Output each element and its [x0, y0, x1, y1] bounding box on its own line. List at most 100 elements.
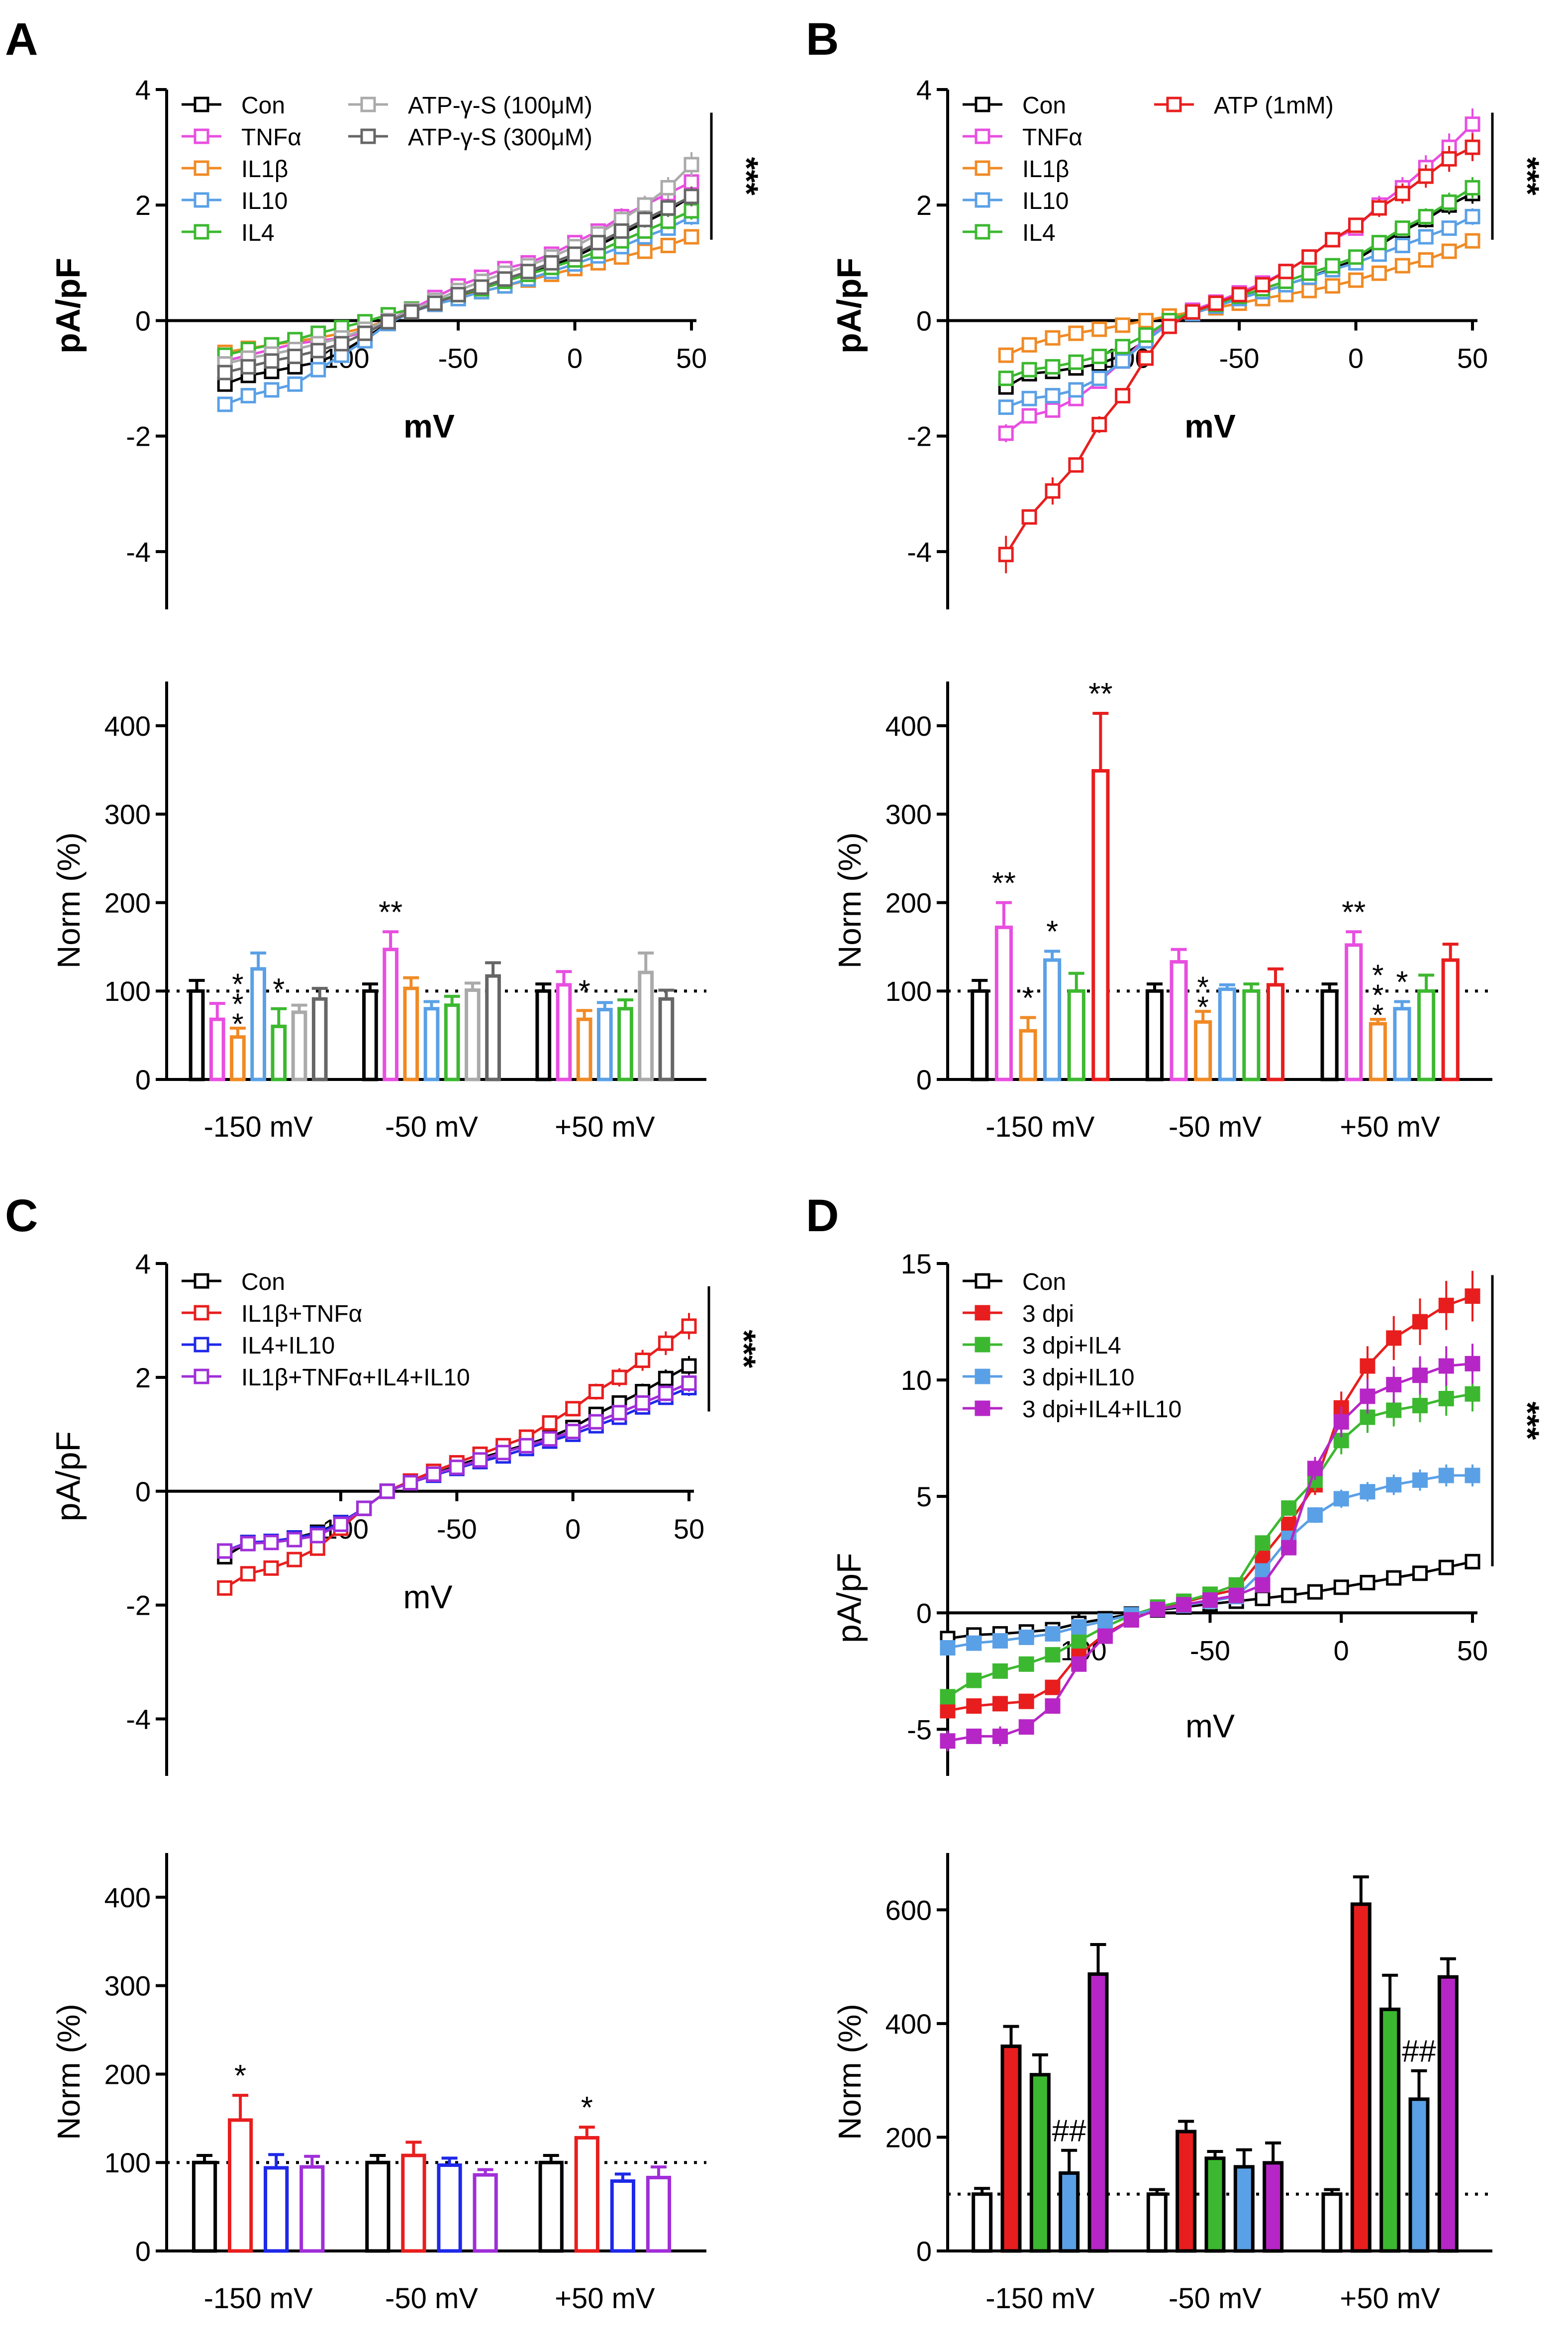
- x-tick-label: 50: [676, 342, 707, 374]
- bar: [1059, 2171, 1080, 2253]
- data-point: [1438, 1560, 1454, 1575]
- bar: [485, 974, 501, 1081]
- bar: [1417, 989, 1436, 1081]
- data-point: [1348, 249, 1364, 265]
- data-point: [635, 1395, 651, 1411]
- significance-mark: **: [1088, 677, 1112, 711]
- legend-label: ATP-γ-S (300μM): [408, 124, 592, 151]
- x-tick-label: -50: [437, 1513, 477, 1545]
- data-point: [1465, 208, 1480, 224]
- bar: [1441, 958, 1460, 1081]
- data-point: [1208, 295, 1224, 311]
- bar: [538, 2160, 564, 2253]
- data-point: [1097, 1613, 1113, 1629]
- y-tick-label: 300: [104, 1970, 151, 2002]
- bar: [1087, 1972, 1109, 2253]
- data-point: [1307, 1507, 1323, 1523]
- data-point: [1360, 1484, 1375, 1500]
- data-point: [992, 1696, 1008, 1712]
- data-point: [217, 1543, 233, 1559]
- bar: [291, 1010, 307, 1081]
- data-point: [449, 1460, 465, 1475]
- y-axis-label: Norm (%): [51, 832, 87, 969]
- data-point: [1138, 312, 1154, 328]
- bar: [473, 2173, 498, 2253]
- data-point: [1348, 217, 1364, 233]
- data-point: [1465, 1554, 1480, 1569]
- data-point: [1202, 1592, 1218, 1608]
- data-point: [998, 371, 1014, 387]
- y-tick-label: 4: [916, 74, 932, 105]
- y-tick-label: 5: [916, 1481, 932, 1512]
- y-tick-label: 400: [885, 710, 932, 742]
- legend-label: 3 dpi: [1022, 1301, 1074, 1327]
- y-tick-label: 4: [135, 1248, 151, 1279]
- bar: [658, 997, 675, 1081]
- data-point: [1176, 1597, 1192, 1613]
- data-point: [1123, 1612, 1139, 1628]
- legend-marker: [975, 128, 990, 144]
- significance-mark: *: [1396, 966, 1408, 1000]
- y-tick-label: -4: [907, 536, 932, 568]
- data-point: [1386, 1570, 1402, 1586]
- data-point: [1412, 1367, 1428, 1383]
- significance-mark: **: [992, 866, 1016, 900]
- bar: [646, 2175, 672, 2253]
- data-point: [334, 336, 350, 352]
- data-point: [1438, 1297, 1454, 1313]
- legend-label: Con: [241, 93, 285, 119]
- data-point: [472, 1452, 488, 1468]
- panel-label-d: D: [806, 1190, 839, 1241]
- data-point: [520, 264, 536, 280]
- data-point: [217, 365, 233, 381]
- bar: [1194, 1020, 1212, 1081]
- data-point: [1301, 265, 1317, 281]
- data-point: [1386, 1376, 1402, 1392]
- data-point: [1418, 252, 1434, 268]
- significance-mark: **: [379, 895, 402, 930]
- y-tick-label: 200: [104, 887, 151, 918]
- bar: [250, 967, 267, 1081]
- data-point: [1278, 264, 1294, 280]
- data-point: [1281, 1500, 1297, 1516]
- data-point: [1091, 371, 1107, 387]
- data-point: [1281, 1587, 1297, 1603]
- bar: [1091, 769, 1110, 1081]
- data-point: [1255, 1535, 1271, 1551]
- bar: [423, 1007, 440, 1081]
- significance-mark: *: [1197, 990, 1209, 1024]
- data-point: [1441, 194, 1457, 210]
- significance-mark: *: [234, 2059, 246, 2093]
- data-point: [1021, 390, 1037, 406]
- legend: Con 3 dpi 3 dpi+IL4 3 dpi+IL10 3 dpi+IL4+IL1…: [963, 1269, 1181, 1423]
- legend: Con TNFα IL1β IL10 IL4 ATP (1mM): [963, 93, 1334, 246]
- y-tick-label: 2: [135, 1362, 151, 1393]
- data-point: [426, 1466, 442, 1482]
- bar: [638, 971, 654, 1081]
- significance-mark: *: [232, 1007, 243, 1041]
- data-point: [567, 246, 583, 262]
- data-point: [1465, 1386, 1480, 1402]
- data-point: [1021, 362, 1037, 378]
- bar: [1029, 2073, 1051, 2253]
- legend-label: IL4+IL10: [241, 1333, 335, 1359]
- y-tick-label: 0: [135, 1476, 151, 1507]
- bar: [1350, 1902, 1372, 2253]
- legend-marker: [975, 1400, 990, 1416]
- data-point: [1115, 353, 1131, 369]
- data-point: [1231, 287, 1247, 302]
- legend-label: ATP-γ-S (100μM): [408, 93, 592, 119]
- data-point: [1412, 1472, 1428, 1488]
- x-tick-label: 0: [1334, 1635, 1349, 1666]
- bar: [1408, 2097, 1430, 2253]
- data-point: [940, 1689, 956, 1705]
- panel-label-a: A: [5, 14, 38, 65]
- data-point: [1045, 1698, 1061, 1714]
- data-point: [658, 1370, 674, 1386]
- series-3: [217, 1374, 697, 1559]
- data-point: [518, 1438, 534, 1454]
- data-point: [1465, 233, 1480, 249]
- bar: [362, 989, 378, 1081]
- category-label: -50 mV: [385, 1111, 478, 1143]
- legend-label: Con: [241, 1269, 285, 1295]
